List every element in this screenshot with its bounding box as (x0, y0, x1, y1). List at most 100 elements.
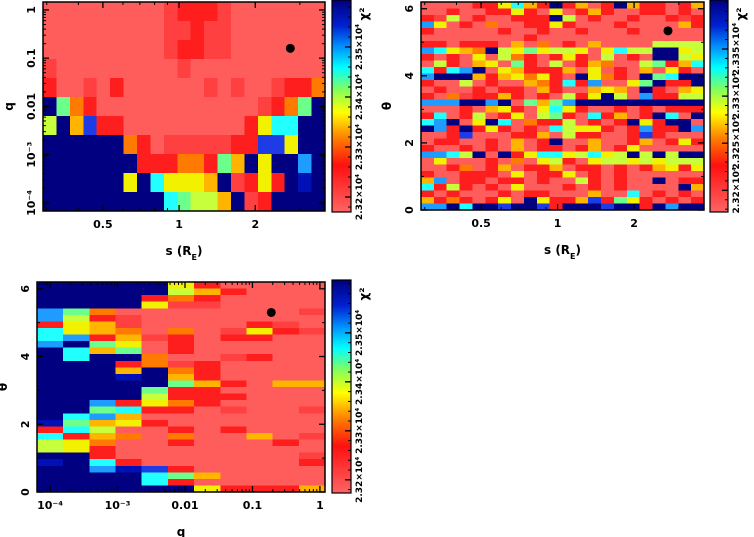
heatmap-cell (472, 132, 486, 140)
heatmap-cell (284, 21, 299, 41)
heatmap-cell (63, 380, 90, 388)
heatmap-cell (220, 432, 248, 441)
heatmap-cell (141, 452, 169, 460)
heatmap-cell (141, 282, 169, 290)
heatmap-cell (167, 406, 195, 414)
heatmap-cell (43, 21, 58, 41)
heatmap-cell (194, 413, 221, 421)
heatmap-cell (665, 197, 679, 205)
heatmap-cell (613, 60, 628, 68)
heatmap-cell (37, 380, 64, 388)
heatmap-cell (177, 192, 192, 212)
heatmap-cell (665, 86, 679, 94)
heatmap-cell (523, 93, 538, 101)
heatmap-cell (421, 80, 435, 88)
heatmap-cell (115, 354, 143, 362)
heatmap-cell (536, 145, 551, 153)
heatmap-cell (601, 60, 615, 68)
heatmap-cell (421, 112, 435, 120)
heatmap-cell (433, 112, 448, 120)
heatmap-cell (150, 78, 165, 98)
heatmap-cell (665, 112, 679, 120)
heatmap-cell (536, 41, 551, 49)
heatmap-cell (536, 164, 551, 172)
heatmap-cell (69, 59, 84, 79)
heatmap-cell (272, 367, 300, 375)
heatmap-cell (665, 158, 679, 166)
heatmap-cell (83, 59, 98, 79)
heatmap-cell (421, 67, 435, 75)
heatmap-cell (194, 347, 221, 355)
heatmap-cell (601, 86, 615, 94)
colorbar: 2.32×10⁴ 2.33×10⁴ 2.34×10⁴ 2.35×10⁴ χ² (331, 0, 371, 220)
heatmap-cell (257, 116, 272, 136)
heatmap-cell (562, 125, 576, 133)
heatmap-cell (89, 387, 117, 395)
heatmap-cell (246, 354, 274, 362)
heatmap-cell (246, 301, 274, 309)
heatmap-cell (549, 41, 564, 49)
heatmap-cell (536, 54, 551, 62)
heatmap-cell (562, 197, 576, 205)
heatmap-cell (562, 132, 576, 140)
heatmap-cell (665, 151, 679, 159)
heatmap-cell (284, 154, 299, 174)
heatmap-cell (421, 145, 435, 153)
heatmap-cell (69, 192, 84, 212)
heatmap-cell (89, 314, 117, 322)
heatmap-cell (204, 154, 219, 174)
heatmap-cell (272, 432, 300, 441)
heatmap-cell (89, 334, 117, 342)
heatmap-cell (272, 478, 300, 487)
heatmap-cell (167, 308, 195, 316)
heatmap-cell (56, 192, 71, 212)
y-axis-label: θ (0, 383, 10, 391)
heatmap-cell (311, 97, 326, 117)
heatmap-cell (115, 334, 143, 342)
heatmap-cell (194, 452, 221, 460)
heatmap-cell (523, 8, 538, 16)
heatmap-cell (56, 2, 71, 22)
heatmap-cell (498, 41, 512, 49)
heatmap-cell (626, 197, 641, 205)
heatmap-cell (639, 15, 654, 23)
heatmap-cell (678, 99, 692, 107)
heatmap-cell (459, 164, 474, 172)
heatmap-cell (498, 190, 512, 198)
heatmap-cell (194, 334, 221, 342)
heatmap-cell (257, 40, 272, 60)
heatmap-cell (167, 413, 195, 421)
heatmap-cell (246, 426, 274, 434)
heatmap-cell (446, 47, 461, 55)
heatmap-cell (115, 373, 143, 382)
heatmap-cell (562, 99, 576, 107)
heatmap-cell (472, 73, 486, 81)
heatmap-cell (691, 99, 705, 107)
heatmap-cell (652, 99, 667, 107)
heatmap-cell (575, 190, 589, 198)
heatmap-cell (678, 132, 692, 140)
heatmap-cell (43, 173, 58, 193)
heatmap-cell (141, 413, 169, 421)
heatmap-cell (588, 184, 602, 192)
heatmap-cell (63, 367, 90, 375)
heatmap-cell (89, 367, 117, 375)
heatmap-cell (523, 119, 538, 127)
heatmap-cell (244, 59, 259, 79)
y-axis-label: q (2, 102, 16, 111)
heatmap-cell (665, 190, 679, 198)
heatmap-cell (536, 73, 551, 81)
heatmap-cell (485, 8, 499, 16)
y-tick-label: 0 (19, 488, 32, 496)
heatmap-cell (459, 106, 474, 114)
heatmap-cell (37, 334, 64, 342)
heatmap-cell (110, 78, 125, 98)
heatmap-cell (110, 59, 125, 79)
heatmap-cell (639, 145, 654, 153)
heatmap-cell (472, 41, 486, 49)
heatmap-cell (691, 80, 705, 88)
heatmap-cell (511, 47, 525, 55)
heatmap-cell (220, 347, 248, 355)
heatmap-cell (115, 360, 143, 368)
heatmap-cell (220, 413, 248, 421)
